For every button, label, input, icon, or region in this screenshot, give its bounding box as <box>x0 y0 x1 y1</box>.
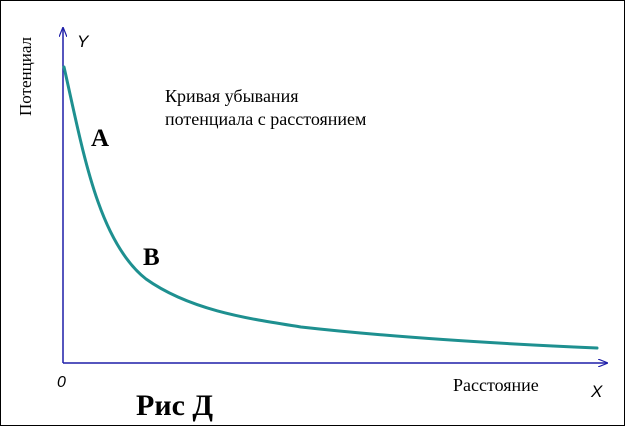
origin-label: 0 <box>57 374 66 391</box>
caption-line-1: Кривая убывания <box>165 86 298 106</box>
figure-label: Рис Д <box>136 389 213 422</box>
caption-line-2: потенциала с расстоянием <box>165 109 366 129</box>
x-axis-title: Расстояние <box>453 375 539 395</box>
potential-decay-curve <box>62 65 599 350</box>
point-a-label: А <box>91 125 109 152</box>
y-axis-letter: Y <box>77 32 90 51</box>
y-axis-title: Потенциал <box>16 36 35 116</box>
point-b-label: В <box>143 244 160 271</box>
x-axis-letter: X <box>590 382 603 401</box>
